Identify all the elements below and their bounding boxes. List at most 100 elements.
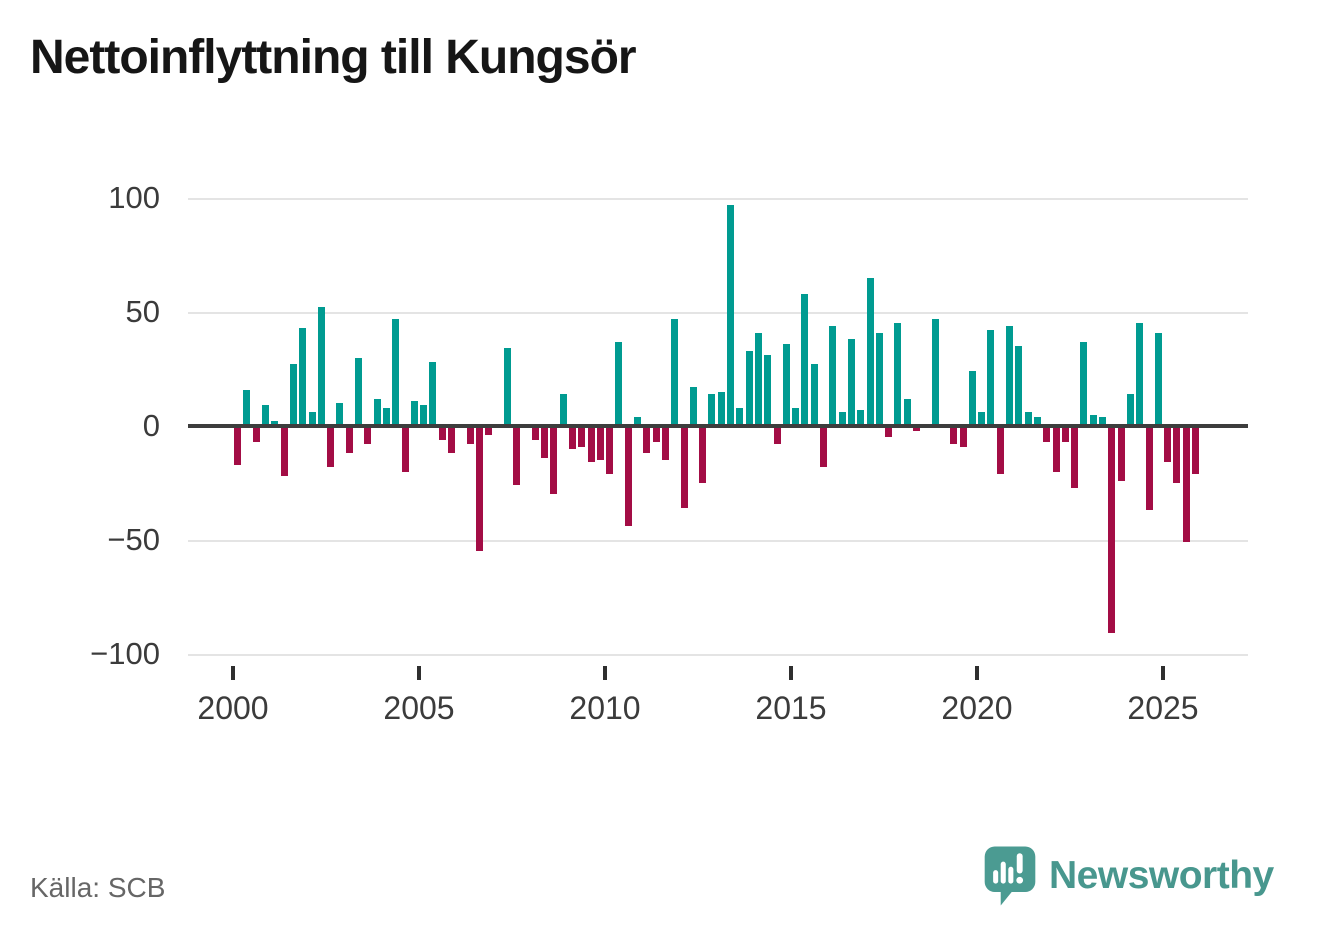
bar-2005Q2 xyxy=(429,362,437,426)
bar-2011Q3 xyxy=(661,426,669,461)
bar-2000Q4 xyxy=(262,405,270,426)
y-axis-label: 50 xyxy=(125,294,160,329)
y-axis-label: −50 xyxy=(107,522,160,557)
bar-2004Q4 xyxy=(410,400,418,426)
bar-2014Q4 xyxy=(782,343,790,426)
gridline-y100 xyxy=(188,198,1248,200)
bar-2006Q4 xyxy=(485,426,493,436)
bar-2023Q4 xyxy=(1117,426,1125,481)
bar-2007Q2 xyxy=(503,348,511,426)
bar-2023Q3 xyxy=(1108,426,1116,634)
bar-2020Q4 xyxy=(1006,325,1014,426)
y-axis-label: 100 xyxy=(108,180,160,215)
bar-2005Q3 xyxy=(438,426,446,440)
bar-2025Q2 xyxy=(1173,426,1181,483)
bar-2009Q1 xyxy=(568,426,576,449)
bar-2023Q1 xyxy=(1089,414,1097,426)
gridline-y50 xyxy=(188,312,1248,314)
bar-2001Q2 xyxy=(280,426,288,477)
bar-2012Q4 xyxy=(708,394,716,426)
bar-2008Q3 xyxy=(550,426,558,495)
bar-2015Q1 xyxy=(792,407,800,426)
bar-2010Q1 xyxy=(606,426,614,474)
bar-2001Q3 xyxy=(289,364,297,426)
bar-2023Q2 xyxy=(1099,416,1107,426)
x-tick-2015 xyxy=(789,666,793,680)
bar-2004Q3 xyxy=(401,426,409,472)
bar-2004Q2 xyxy=(392,318,400,426)
bar-2013Q4 xyxy=(745,350,753,426)
bar-2006Q2 xyxy=(466,426,474,445)
gridline-y-50 xyxy=(188,540,1248,542)
bar-2021Q2 xyxy=(1024,412,1032,426)
source-caption: Källa: SCB xyxy=(30,872,166,903)
bar-2013Q1 xyxy=(717,391,725,426)
bar-2012Q1 xyxy=(680,426,688,509)
bar-2019Q4 xyxy=(968,371,976,426)
bar-2018Q2 xyxy=(913,426,921,431)
bar-2022Q4 xyxy=(1080,341,1088,426)
bar-2017Q1 xyxy=(866,277,874,426)
bar-2020Q1 xyxy=(978,412,986,426)
brand-footer: Newsworthy xyxy=(983,843,1274,909)
bar-2002Q3 xyxy=(327,426,335,468)
bar-2025Q3 xyxy=(1182,426,1190,543)
bar-2003Q1 xyxy=(345,426,353,454)
bar-2008Q4 xyxy=(559,394,567,426)
bar-2018Q1 xyxy=(903,398,911,426)
bar-2003Q4 xyxy=(373,398,381,426)
bar-2014Q3 xyxy=(773,426,781,445)
bar-2020Q3 xyxy=(996,426,1004,474)
bar-2018Q4 xyxy=(931,318,939,426)
bar-2016Q3 xyxy=(847,339,855,426)
bar-2017Q3 xyxy=(885,426,893,438)
bar-2000Q2 xyxy=(243,389,251,426)
bar-2001Q1 xyxy=(271,421,279,426)
y-axis-label: 0 xyxy=(142,408,160,443)
bar-2025Q1 xyxy=(1164,426,1172,463)
bar-2022Q2 xyxy=(1061,426,1069,442)
newsworthy-logo-icon xyxy=(984,846,1036,906)
bar-2016Q4 xyxy=(857,410,865,426)
bar-2000Q1 xyxy=(234,426,242,465)
bar-2003Q2 xyxy=(355,357,363,426)
bar-2005Q4 xyxy=(448,426,456,454)
x-axis-label: 2000 xyxy=(197,690,269,726)
bar-2017Q4 xyxy=(894,323,902,426)
bar-2010Q3 xyxy=(624,426,632,527)
x-axis-label: 2010 xyxy=(569,690,641,726)
bar-2012Q3 xyxy=(699,426,707,483)
bar-2020Q2 xyxy=(987,330,995,426)
bar-2017Q2 xyxy=(875,332,883,426)
bar-2009Q4 xyxy=(596,426,604,461)
bar-2008Q1 xyxy=(531,426,539,440)
bar-2019Q2 xyxy=(950,426,958,445)
bar-2002Q4 xyxy=(336,403,344,426)
bar-2012Q2 xyxy=(689,387,697,426)
bar-2006Q3 xyxy=(475,426,483,552)
bar-2015Q4 xyxy=(820,426,828,468)
gridline-y-100 xyxy=(188,654,1248,656)
bar-2021Q4 xyxy=(1043,426,1051,442)
bar-2015Q2 xyxy=(801,293,809,426)
x-tick-2010 xyxy=(603,666,607,680)
bar-2004Q1 xyxy=(382,407,390,426)
bar-2016Q2 xyxy=(838,412,846,426)
bar-2009Q2 xyxy=(578,426,586,447)
bar-2011Q1 xyxy=(643,426,651,454)
bar-2024Q1 xyxy=(1126,394,1134,426)
bar-2003Q3 xyxy=(364,426,372,445)
bar-2013Q3 xyxy=(736,407,744,426)
bar-2009Q3 xyxy=(587,426,595,463)
bar-2000Q3 xyxy=(252,426,260,442)
bar-2024Q4 xyxy=(1154,332,1162,426)
x-tick-2005 xyxy=(417,666,421,680)
bar-2001Q4 xyxy=(299,327,307,426)
x-axis-label: 2015 xyxy=(755,690,827,726)
plot-area: 100 50 0 −50 −100 2000 2005 2010 2015 2020 2025 xyxy=(90,182,1248,726)
bar-2014Q1 xyxy=(754,332,762,426)
bar-2005Q1 xyxy=(420,405,428,426)
zero-axis-line xyxy=(188,424,1248,428)
bar-2021Q1 xyxy=(1015,346,1023,426)
